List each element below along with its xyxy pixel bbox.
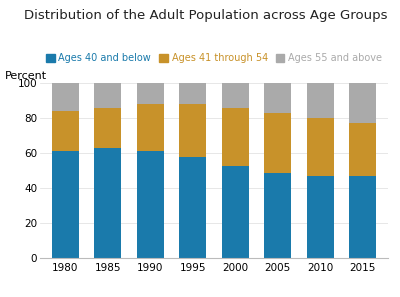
Bar xyxy=(306,118,334,176)
Legend: Ages 40 and below, Ages 41 through 54, Ages 55 and above: Ages 40 and below, Ages 41 through 54, A… xyxy=(42,50,386,67)
Bar xyxy=(222,83,249,108)
Bar xyxy=(137,151,164,258)
Bar xyxy=(349,176,376,258)
Bar xyxy=(137,104,164,151)
Bar xyxy=(349,124,376,176)
Bar xyxy=(264,173,291,258)
Bar xyxy=(306,176,334,258)
Bar xyxy=(349,83,376,124)
Bar xyxy=(306,83,334,118)
Bar xyxy=(94,108,122,148)
Bar xyxy=(222,165,249,258)
Bar xyxy=(94,148,122,258)
Bar xyxy=(52,111,79,151)
Bar xyxy=(94,83,122,108)
Bar xyxy=(179,157,206,258)
Text: Percent: Percent xyxy=(5,71,47,81)
Bar xyxy=(52,83,79,111)
Bar xyxy=(264,83,291,113)
Text: Distribution of the Adult Population across Age Groups: Distribution of the Adult Population acr… xyxy=(24,9,388,22)
Bar xyxy=(222,108,249,165)
Bar xyxy=(52,151,79,258)
Bar xyxy=(137,83,164,104)
Bar xyxy=(179,83,206,104)
Bar xyxy=(264,113,291,173)
Bar xyxy=(179,104,206,157)
